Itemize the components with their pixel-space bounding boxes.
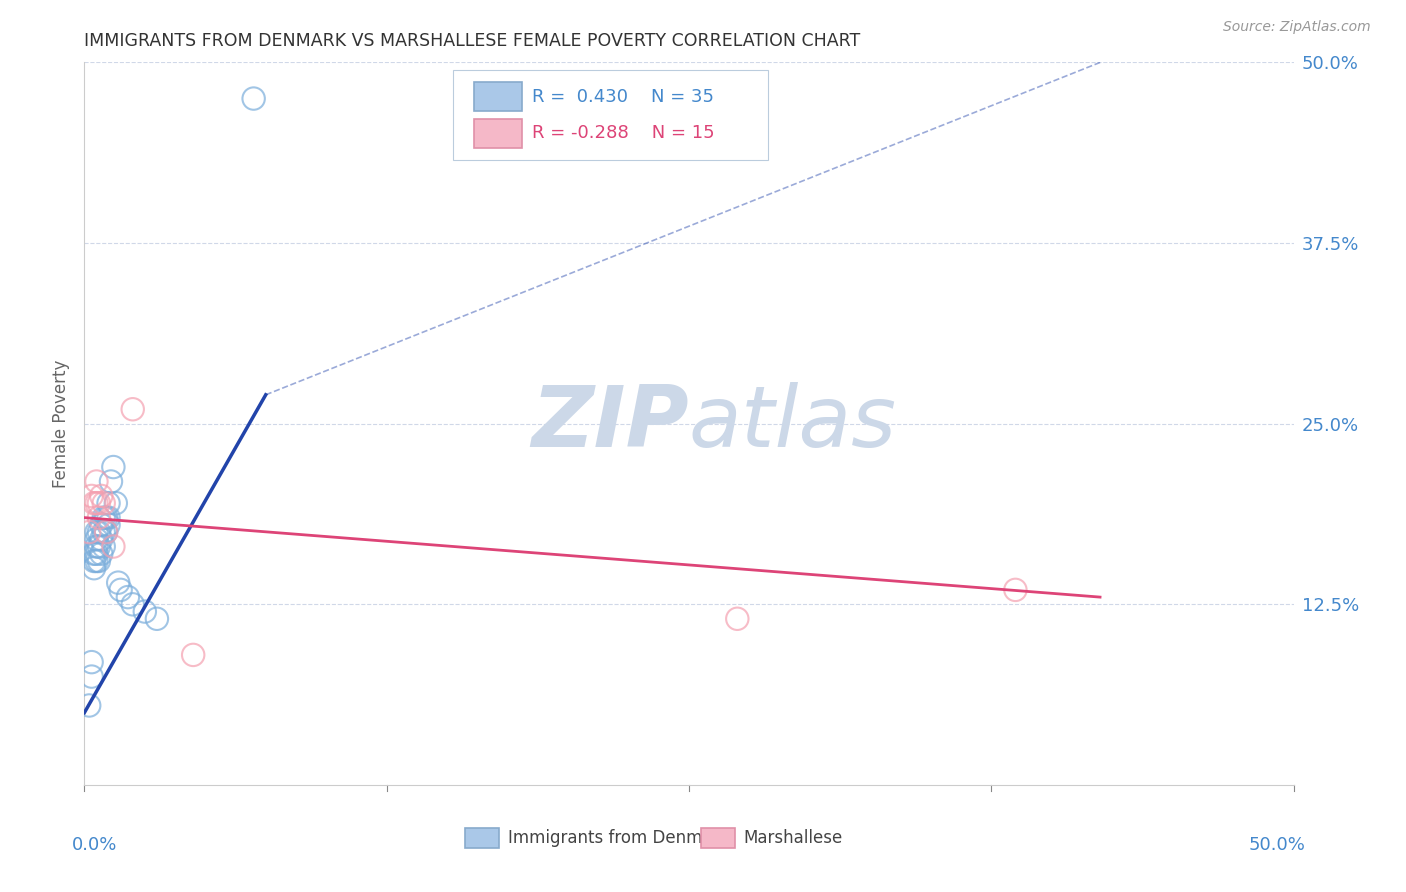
Point bbox=[80, 489, 103, 503]
Point bbox=[87, 510, 110, 524]
Point bbox=[86, 533, 108, 547]
Point bbox=[93, 496, 115, 510]
Point bbox=[103, 460, 125, 475]
Point bbox=[94, 510, 117, 524]
Point bbox=[86, 475, 108, 489]
Point bbox=[121, 402, 143, 417]
Text: R =  0.430    N = 35: R = 0.430 N = 35 bbox=[531, 87, 714, 105]
Point bbox=[86, 540, 108, 554]
Point bbox=[83, 561, 105, 575]
Point bbox=[87, 554, 110, 568]
Text: 50.0%: 50.0% bbox=[1249, 836, 1306, 854]
Bar bbox=[702, 828, 735, 847]
Bar bbox=[474, 82, 522, 112]
Point bbox=[97, 496, 120, 510]
Point bbox=[134, 605, 156, 619]
Point bbox=[181, 648, 204, 662]
Point bbox=[146, 612, 169, 626]
Point bbox=[86, 524, 108, 539]
Text: IMMIGRANTS FROM DENMARK VS MARSHALLESE FEMALE POVERTY CORRELATION CHART: IMMIGRANTS FROM DENMARK VS MARSHALLESE F… bbox=[84, 32, 860, 50]
Text: Immigrants from Denmark: Immigrants from Denmark bbox=[508, 829, 728, 847]
Point bbox=[83, 547, 105, 561]
Point bbox=[725, 612, 748, 626]
Bar bbox=[465, 828, 499, 847]
Text: Marshallese: Marshallese bbox=[744, 829, 842, 847]
Point bbox=[80, 669, 103, 683]
Point bbox=[93, 510, 115, 524]
Point bbox=[86, 554, 108, 568]
Point bbox=[80, 655, 103, 669]
Point bbox=[77, 698, 100, 713]
Point bbox=[121, 598, 143, 612]
Point bbox=[90, 547, 112, 561]
Text: 0.0%: 0.0% bbox=[72, 836, 118, 854]
Bar bbox=[474, 119, 522, 148]
Point bbox=[93, 524, 115, 539]
Point bbox=[97, 510, 120, 524]
Point bbox=[83, 496, 105, 510]
Point bbox=[90, 517, 112, 532]
Point bbox=[86, 547, 108, 561]
FancyBboxPatch shape bbox=[453, 70, 768, 160]
Point bbox=[117, 590, 139, 604]
Point bbox=[86, 496, 108, 510]
Text: ZIP: ZIP bbox=[531, 382, 689, 466]
Point bbox=[242, 92, 264, 106]
Point bbox=[110, 582, 132, 597]
Point bbox=[104, 496, 127, 510]
Point bbox=[94, 524, 117, 539]
Point bbox=[87, 524, 110, 539]
Text: atlas: atlas bbox=[689, 382, 897, 466]
Point bbox=[93, 540, 115, 554]
Point bbox=[107, 575, 129, 590]
Point bbox=[100, 475, 122, 489]
Y-axis label: Female Poverty: Female Poverty bbox=[52, 359, 70, 488]
Point bbox=[94, 524, 117, 539]
Point bbox=[1004, 582, 1026, 597]
Text: R = -0.288    N = 15: R = -0.288 N = 15 bbox=[531, 124, 714, 142]
Point bbox=[97, 517, 120, 532]
Point bbox=[77, 524, 100, 539]
Point bbox=[83, 554, 105, 568]
Point bbox=[87, 540, 110, 554]
Point bbox=[90, 533, 112, 547]
Text: Source: ZipAtlas.com: Source: ZipAtlas.com bbox=[1223, 20, 1371, 34]
Point bbox=[87, 496, 110, 510]
Point bbox=[90, 489, 112, 503]
Point bbox=[103, 540, 125, 554]
